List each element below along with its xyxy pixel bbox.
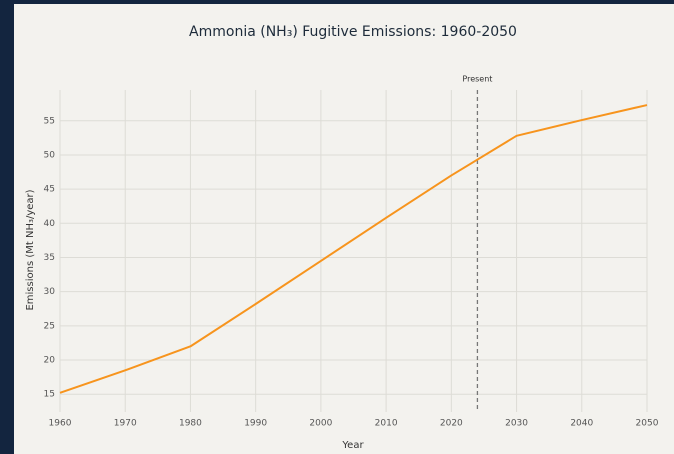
y-tick-label: 55: [44, 116, 55, 126]
y-tick-label: 15: [44, 390, 55, 400]
y-tick-label: 40: [44, 219, 56, 229]
x-tick-label: 2050: [636, 419, 659, 429]
y-axis-label: Emissions (Mt NH₃/year): [25, 189, 36, 310]
y-tick-label: 20: [44, 356, 56, 366]
x-tick-label: 2000: [309, 419, 332, 429]
y-tick-label: 45: [44, 185, 55, 195]
y-tick-label: 25: [44, 321, 55, 331]
y-tick-label: 30: [44, 287, 56, 297]
x-axis-label: Year: [341, 440, 364, 451]
y-tick-label: 50: [44, 150, 56, 160]
x-tick-label: 2020: [440, 419, 463, 429]
line-series: [59, 104, 648, 394]
x-tick-label: 1970: [114, 419, 137, 429]
annotation: Present: [462, 75, 492, 84]
y-tick-label: 35: [44, 253, 55, 263]
chart-title: Ammonia (NH₃) Fugitive Emissions: 1960-2…: [189, 24, 517, 40]
x-tick-label: 2030: [505, 419, 528, 429]
x-tick-label: 1980: [179, 419, 202, 429]
x-tick-label: 2010: [375, 419, 398, 429]
x-tick-label: 1990: [244, 419, 267, 429]
x-tick-label: 1960: [49, 419, 72, 429]
x-tick-label: 2040: [570, 419, 593, 429]
panel: [14, 4, 674, 454]
